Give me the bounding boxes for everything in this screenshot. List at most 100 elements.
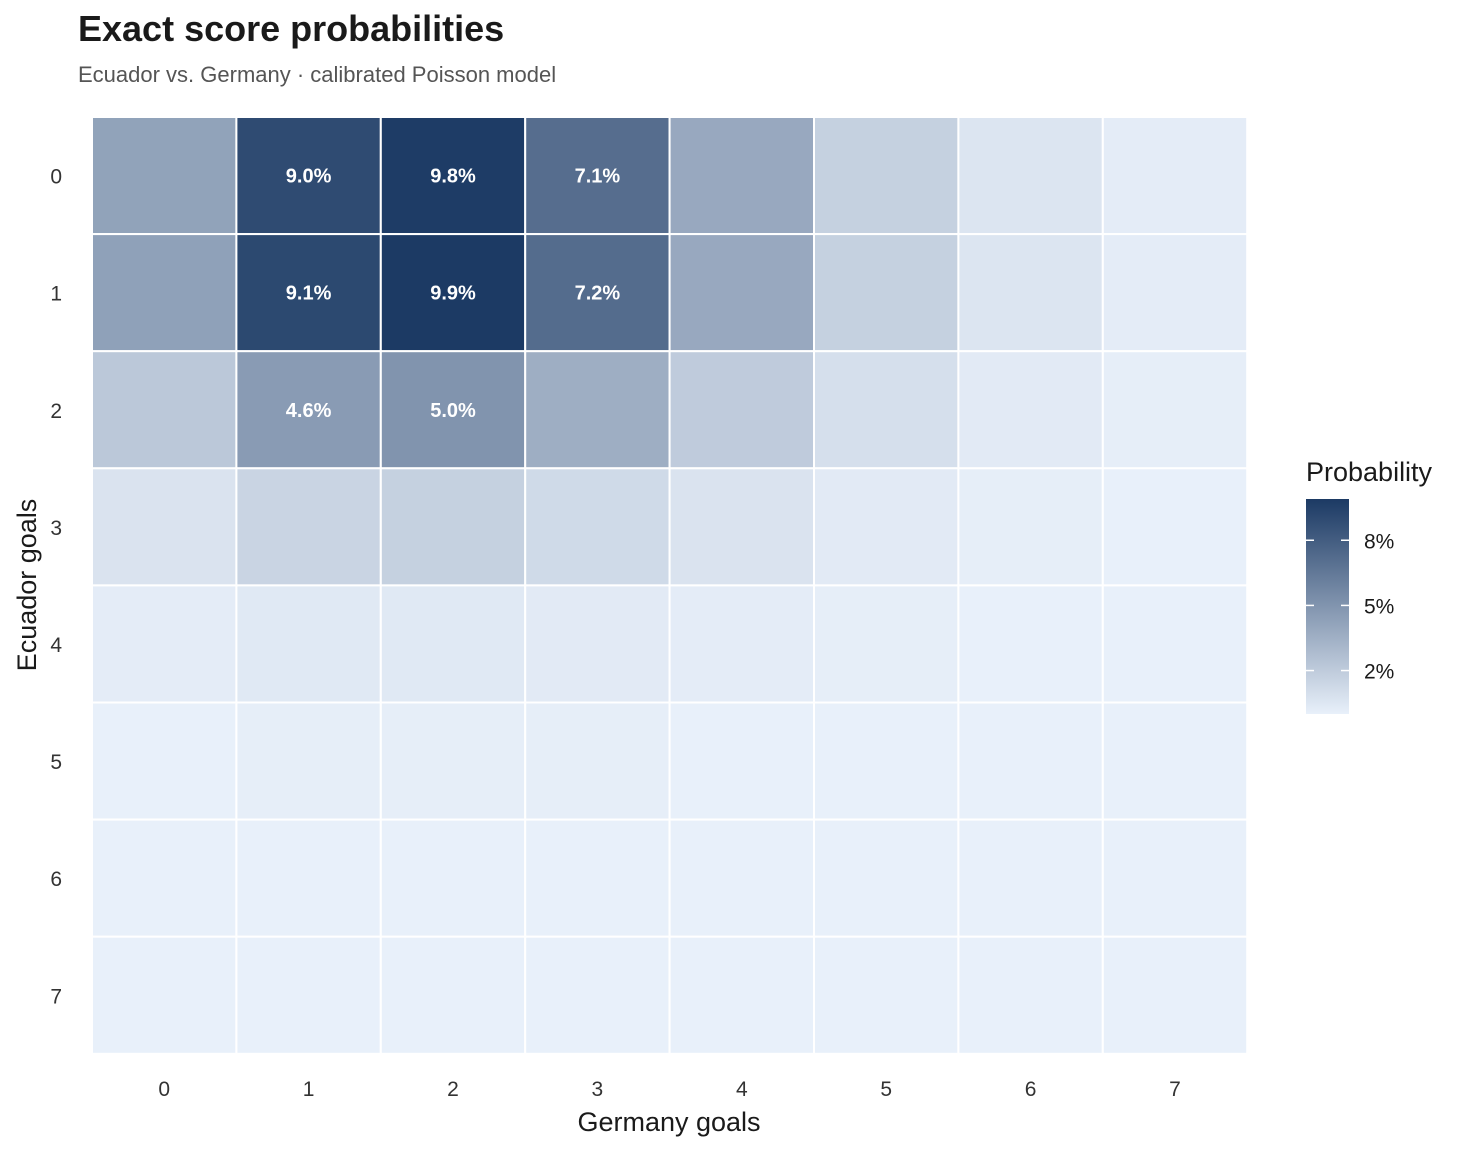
heatmap-cell bbox=[91, 701, 238, 821]
heatmap-cell bbox=[379, 350, 527, 470]
y-tick-label: 0 bbox=[50, 166, 62, 189]
heatmap-cell bbox=[668, 350, 815, 470]
heatmap-cell bbox=[524, 818, 671, 938]
x-tick-label: 3 bbox=[592, 1078, 604, 1101]
heatmap-cell bbox=[235, 584, 382, 704]
legend: Probability 2% 5% 8% bbox=[1306, 457, 1433, 714]
cell-label: 9.9% bbox=[430, 283, 476, 305]
x-tick-label: 6 bbox=[1025, 1078, 1037, 1101]
legend-tick-label: 8% bbox=[1364, 530, 1394, 553]
heatmap-cell bbox=[668, 935, 815, 1055]
heatmap-cell bbox=[235, 350, 382, 470]
heatmap-cell bbox=[91, 584, 238, 704]
heatmap-cell bbox=[524, 467, 671, 587]
heatmap-cell bbox=[1101, 116, 1249, 236]
x-tick-label: 1 bbox=[303, 1078, 315, 1101]
heatmap-cell bbox=[235, 701, 382, 821]
heatmap-cell bbox=[235, 935, 382, 1055]
heatmap-cell bbox=[235, 233, 382, 353]
heatmap-cell bbox=[957, 116, 1104, 236]
x-axis-ticks: 0 1 2 3 4 5 6 7 bbox=[158, 1078, 1180, 1101]
heatmap-cell bbox=[91, 350, 238, 470]
heatmap-cell bbox=[813, 701, 960, 821]
heatmap-cell bbox=[524, 584, 671, 704]
heatmap-cell bbox=[91, 818, 238, 938]
heatmap-cell bbox=[813, 584, 960, 704]
heatmap-cell bbox=[91, 467, 238, 587]
legend-tick-label: 5% bbox=[1364, 595, 1394, 618]
heatmap-cell bbox=[235, 818, 382, 938]
chart-title: Exact score probabilities bbox=[78, 8, 505, 49]
heatmap-cell bbox=[91, 935, 238, 1055]
heatmap-cell bbox=[957, 701, 1104, 821]
heatmap-cell bbox=[379, 935, 527, 1055]
heatmap-cell bbox=[524, 233, 671, 353]
legend-colorbar bbox=[1306, 499, 1349, 714]
heatmap-cell bbox=[235, 467, 382, 587]
heatmap-cell bbox=[91, 116, 238, 236]
heatmap-cell bbox=[813, 818, 960, 938]
chart-subtitle: Ecuador vs. Germany · calibrated Poisson… bbox=[78, 62, 557, 87]
heatmap-cell bbox=[957, 584, 1104, 704]
heatmap-cell bbox=[1101, 233, 1249, 353]
y-tick-label: 3 bbox=[50, 517, 62, 540]
y-axis-ticks: 0 1 2 3 4 5 6 7 bbox=[50, 166, 62, 1009]
heatmap-cell bbox=[1101, 584, 1249, 704]
y-tick-label: 2 bbox=[50, 400, 62, 423]
cell-label: 9.0% bbox=[286, 166, 332, 188]
cell-label: 5.0% bbox=[430, 400, 476, 422]
heatmap-cell bbox=[813, 233, 960, 353]
legend-tick-label: 2% bbox=[1364, 661, 1394, 684]
heatmap-cells bbox=[91, 116, 1249, 1055]
heatmap-cell bbox=[813, 350, 960, 470]
heatmap-cell bbox=[957, 467, 1104, 587]
heatmap-cell bbox=[957, 935, 1104, 1055]
heatmap-cell bbox=[379, 818, 527, 938]
y-tick-label: 7 bbox=[50, 985, 62, 1008]
y-tick-label: 6 bbox=[50, 868, 62, 891]
heatmap-cell bbox=[957, 233, 1104, 353]
heatmap-cell bbox=[1101, 935, 1249, 1055]
heatmap-cell bbox=[668, 467, 815, 587]
heatmap-cell bbox=[1101, 818, 1249, 938]
heatmap-cell bbox=[668, 818, 815, 938]
legend-title: Probability bbox=[1306, 457, 1433, 487]
heatmap-cell bbox=[957, 350, 1104, 470]
heatmap-cell bbox=[379, 584, 527, 704]
heatmap-cell bbox=[524, 701, 671, 821]
heatmap-cell bbox=[1101, 467, 1249, 587]
cell-label: 7.1% bbox=[575, 166, 621, 188]
heatmap-cell bbox=[813, 467, 960, 587]
heatmap-cell bbox=[668, 116, 815, 236]
legend-ticks: 2% 5% 8% bbox=[1306, 530, 1394, 684]
y-axis-title: Ecuador goals bbox=[12, 499, 42, 672]
cell-label: 7.2% bbox=[575, 283, 621, 305]
x-tick-label: 4 bbox=[736, 1078, 748, 1101]
heatmap-cell bbox=[957, 818, 1104, 938]
heatmap-cell bbox=[524, 935, 671, 1055]
heatmap-cell bbox=[524, 350, 671, 470]
cell-label: 9.8% bbox=[430, 166, 476, 188]
x-tick-label: 2 bbox=[447, 1078, 459, 1101]
heatmap-cell bbox=[91, 233, 238, 353]
heatmap-cell bbox=[1101, 701, 1249, 821]
x-tick-label: 0 bbox=[158, 1078, 170, 1101]
heatmap-cell bbox=[379, 233, 527, 353]
y-tick-label: 1 bbox=[50, 283, 62, 306]
x-tick-label: 5 bbox=[880, 1078, 892, 1101]
x-axis-title: Germany goals bbox=[577, 1107, 760, 1137]
cell-label: 9.1% bbox=[286, 283, 332, 305]
heatmap-cell bbox=[379, 701, 527, 821]
heatmap-cell bbox=[668, 701, 815, 821]
y-tick-label: 5 bbox=[50, 751, 62, 774]
cell-labels: 9.0% 9.8% 7.1% 9.1% 9.9% 7.2% 4.6% 5.0% bbox=[286, 166, 621, 422]
heatmap-cell bbox=[1101, 350, 1249, 470]
x-tick-label: 7 bbox=[1169, 1078, 1181, 1101]
cell-label: 4.6% bbox=[286, 400, 332, 422]
heatmap-cell bbox=[668, 584, 815, 704]
heatmap-cell bbox=[379, 467, 527, 587]
heatmap-cell bbox=[813, 935, 960, 1055]
y-tick-label: 4 bbox=[50, 634, 62, 657]
heatmap-cell bbox=[668, 233, 815, 353]
